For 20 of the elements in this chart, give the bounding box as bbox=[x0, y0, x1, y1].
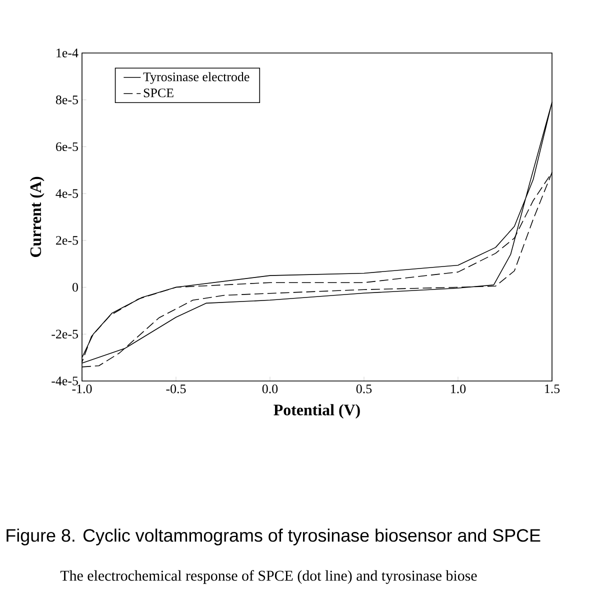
y-tick-label: 1e-4 bbox=[56, 48, 78, 58]
x-tick-label: 1.0 bbox=[451, 384, 466, 394]
y-tick-label: -2e-5 bbox=[52, 330, 78, 338]
x-tick-label: 1.5 bbox=[545, 384, 560, 394]
y-tick-label: 4e-5 bbox=[56, 189, 78, 198]
caption: Figure 8. Cyclic voltammograms of tyrosinase biosensor and SPCE bbox=[6, 528, 540, 546]
x-tick-label: -1.0 bbox=[72, 384, 92, 394]
y-tick-label: 2e-5 bbox=[56, 236, 78, 245]
x-axis-title: Potential (V) bbox=[274, 404, 360, 419]
y-tick-label: -4e-5 bbox=[52, 376, 78, 386]
y-axis-title: Current (A) bbox=[30, 176, 44, 258]
legend-label: Tyrosinase electrode bbox=[143, 72, 250, 84]
y-tick-label: 8e-5 bbox=[56, 95, 78, 104]
x-tick-label: 0.5 bbox=[356, 384, 372, 394]
legend-label: SPCE bbox=[144, 88, 174, 98]
x-tick-label: -0.5 bbox=[166, 384, 186, 394]
y-tick-label: 6e-5 bbox=[56, 142, 78, 152]
x-tick-label: 0.0 bbox=[262, 384, 278, 394]
y-tick-label: 0 bbox=[72, 282, 78, 292]
text: The electrochemical response of SPCE (dot line) and tyrosinase biose bbox=[60, 570, 477, 584]
